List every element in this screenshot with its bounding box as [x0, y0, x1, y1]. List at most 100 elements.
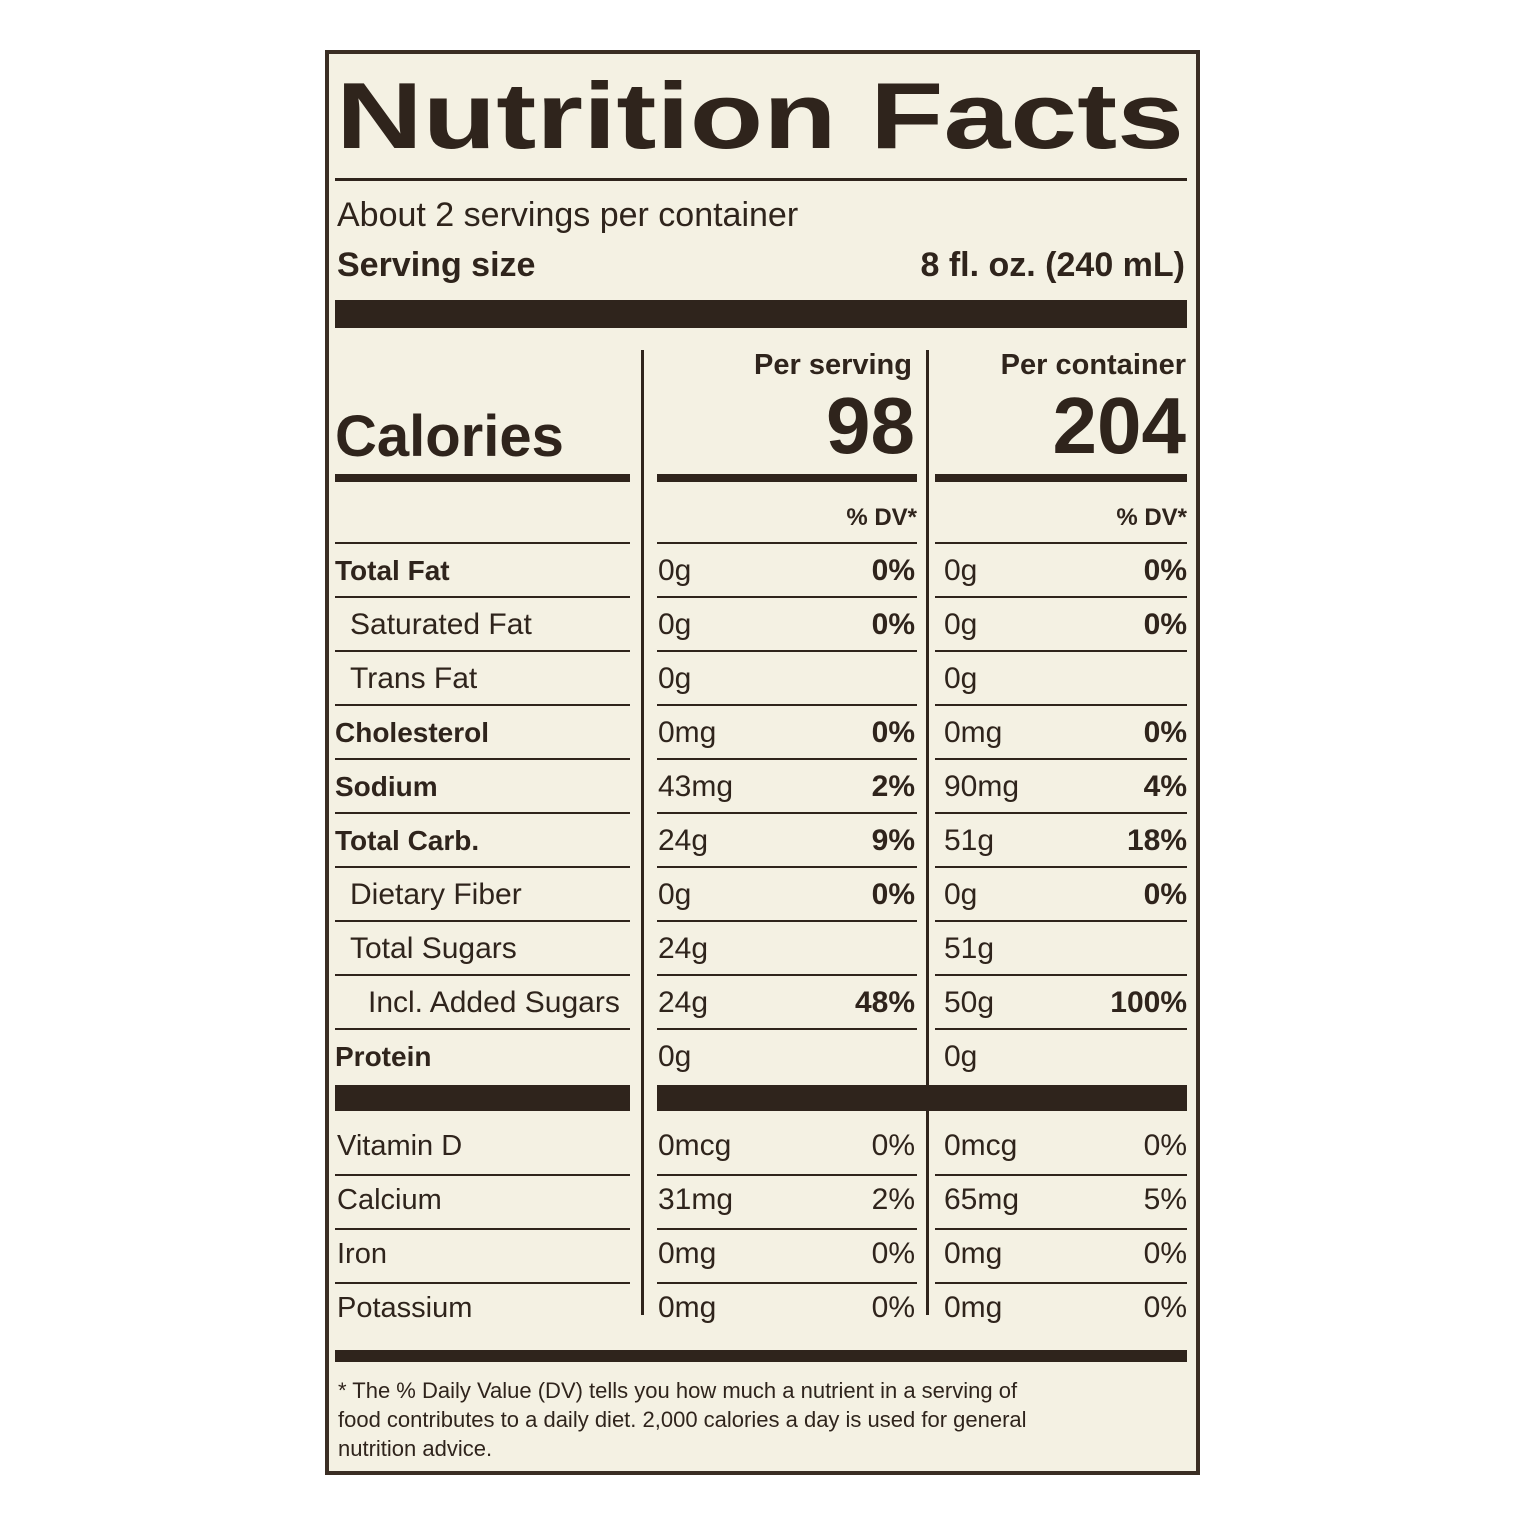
vitamin-name: Vitamin D — [337, 1130, 462, 1162]
dv-header: % DV* — [846, 504, 917, 531]
daily-value: 48% — [855, 986, 915, 1019]
daily-value: 0% — [872, 716, 915, 749]
amount: 65mg — [944, 1183, 1019, 1216]
row-rule — [935, 812, 1187, 814]
amount: 43mg — [658, 770, 733, 803]
thick-rule — [335, 474, 630, 482]
amount: 0g — [658, 554, 691, 587]
row-rule — [335, 1174, 630, 1176]
amount: 0mg — [944, 1291, 1002, 1324]
amount: 0mcg — [658, 1129, 731, 1162]
daily-value: 9% — [872, 824, 915, 857]
nutrient-name: Total Fat — [335, 555, 450, 586]
amount: 0mg — [944, 1237, 1002, 1270]
row-rule — [935, 974, 1187, 976]
daily-value: 0% — [872, 554, 915, 587]
thick-bar — [335, 1085, 630, 1111]
amount: 51g — [944, 932, 994, 965]
daily-value: 0% — [872, 1291, 915, 1324]
daily-value: 4% — [1144, 770, 1187, 803]
thick-bar — [335, 300, 1187, 328]
column-divider — [641, 350, 644, 1315]
row-rule — [335, 1228, 630, 1230]
daily-value: 0% — [872, 608, 915, 641]
amount: 0g — [944, 662, 977, 695]
nutrient-name: Incl. Added Sugars — [368, 986, 620, 1019]
row-rule — [657, 974, 917, 976]
row-rule — [657, 1028, 917, 1030]
row-rule — [935, 650, 1187, 652]
calories-label: Calories — [335, 404, 564, 469]
row-rule — [657, 650, 917, 652]
daily-value: 100% — [1110, 986, 1187, 1019]
vitamin-name: Calcium — [337, 1184, 442, 1216]
amount: 24g — [658, 824, 708, 857]
footnote-line: * The % Daily Value (DV) tells you how m… — [338, 1378, 1018, 1403]
column-header: Per serving — [754, 349, 912, 381]
thick-rule — [935, 474, 1187, 482]
amount: 31mg — [658, 1183, 733, 1216]
daily-value: 0% — [1144, 878, 1187, 911]
amount: 51g — [944, 824, 994, 857]
column-divider — [926, 350, 929, 1315]
row-rule — [335, 920, 630, 922]
column-header: Per container — [1001, 349, 1186, 381]
amount: 0g — [658, 662, 691, 695]
amount: 90mg — [944, 770, 1019, 803]
dv-header: % DV* — [1116, 504, 1187, 531]
row-rule — [657, 1282, 917, 1284]
row-rule — [935, 542, 1187, 544]
row-rule — [335, 866, 630, 868]
amount: 0g — [944, 554, 977, 587]
row-rule — [657, 1174, 917, 1176]
nutrient-name: Protein — [335, 1041, 431, 1072]
calories-serving: 98 — [826, 381, 915, 470]
amount: 24g — [658, 986, 708, 1019]
row-rule — [335, 758, 630, 760]
daily-value: 0% — [1144, 608, 1187, 641]
serving-size-label: Serving size — [337, 246, 535, 284]
row-rule — [335, 596, 630, 598]
amount: 0g — [658, 1040, 691, 1073]
nutrient-name: Cholesterol — [335, 717, 489, 748]
amount: 0g — [658, 608, 691, 641]
amount: 0mcg — [944, 1129, 1017, 1162]
nutrient-name: Sodium — [335, 771, 438, 802]
row-rule — [935, 1228, 1187, 1230]
row-rule — [657, 1228, 917, 1230]
nutrient-name: Total Sugars — [350, 932, 517, 965]
calories-container: 204 — [1053, 381, 1187, 470]
row-rule — [657, 866, 917, 868]
row-rule — [935, 866, 1187, 868]
amount: 0g — [944, 1040, 977, 1073]
row-rule — [935, 1028, 1187, 1030]
row-rule — [657, 542, 917, 544]
row-rule — [335, 542, 630, 544]
title: Nutrition Facts — [336, 63, 1184, 168]
daily-value: 0% — [872, 878, 915, 911]
amount: 0mg — [658, 1237, 716, 1270]
row-rule — [335, 1282, 630, 1284]
daily-value: 0% — [1144, 554, 1187, 587]
nutrient-name: Dietary Fiber — [350, 878, 522, 911]
row-rule — [657, 596, 917, 598]
amount: 24g — [658, 932, 708, 965]
row-rule — [335, 1028, 630, 1030]
servings: About 2 servings per container — [337, 196, 798, 234]
daily-value: 0% — [872, 1237, 915, 1270]
label-box — [325, 50, 1200, 1475]
daily-value: 0% — [872, 1129, 915, 1162]
row-rule — [935, 704, 1187, 706]
footnote-line: food contributes to a daily diet. 2,000 … — [338, 1407, 1027, 1432]
daily-value: 0% — [1144, 716, 1187, 749]
row-rule — [335, 812, 630, 814]
amount: 0mg — [658, 1291, 716, 1324]
row-rule — [935, 596, 1187, 598]
row-rule — [657, 758, 917, 760]
footnote-line: nutrition advice. — [338, 1436, 492, 1461]
nutrient-name: Trans Fat — [350, 662, 478, 695]
vitamin-name: Potassium — [337, 1292, 472, 1324]
amount: 0mg — [658, 716, 716, 749]
daily-value: 0% — [1144, 1237, 1187, 1270]
row-rule — [335, 704, 630, 706]
